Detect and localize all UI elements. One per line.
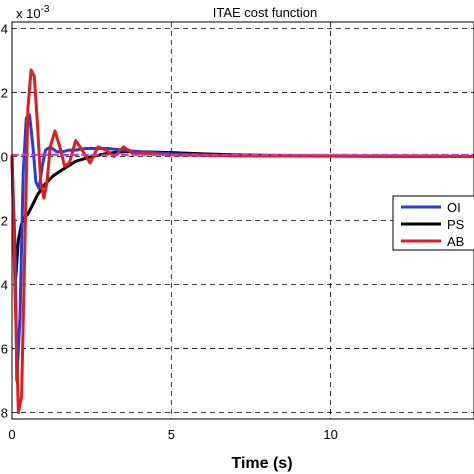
x-tick-label-0: 0: [8, 427, 15, 442]
legend-label-ps: PS: [447, 217, 465, 232]
exponent-label: x 10-3: [16, 4, 50, 21]
legend-label-oi: OI: [447, 200, 461, 215]
x-tick-label-1: 5: [168, 427, 175, 442]
exponent-base: x 10: [16, 6, 41, 21]
series-layer: [10, 68, 474, 415]
y-tick-label-1: 2: [1, 85, 8, 100]
y-tick-label-5: 6: [1, 342, 8, 357]
x-tick-label-2: 10: [323, 427, 337, 442]
plot-frame: [11, 21, 474, 420]
chart-title: ITAE cost function: [213, 5, 318, 20]
y-tick-label-2: 0: [1, 149, 8, 164]
tick-labels: 0 5 10 4 2 0 2 4 6 8: [1, 21, 338, 442]
y-tick-label-6: 8: [1, 406, 8, 421]
exponent-power: -3: [41, 4, 50, 15]
series-line-ab: [10, 68, 474, 415]
y-tick-label-4: 4: [1, 278, 8, 293]
y-tick-label-0: 4: [1, 21, 8, 36]
y-tick-label-3: 2: [1, 214, 8, 229]
legend: OI PS AB: [392, 195, 474, 251]
legend-label-ab: AB: [447, 234, 464, 249]
x-axis-label: Time (s): [231, 455, 292, 472]
